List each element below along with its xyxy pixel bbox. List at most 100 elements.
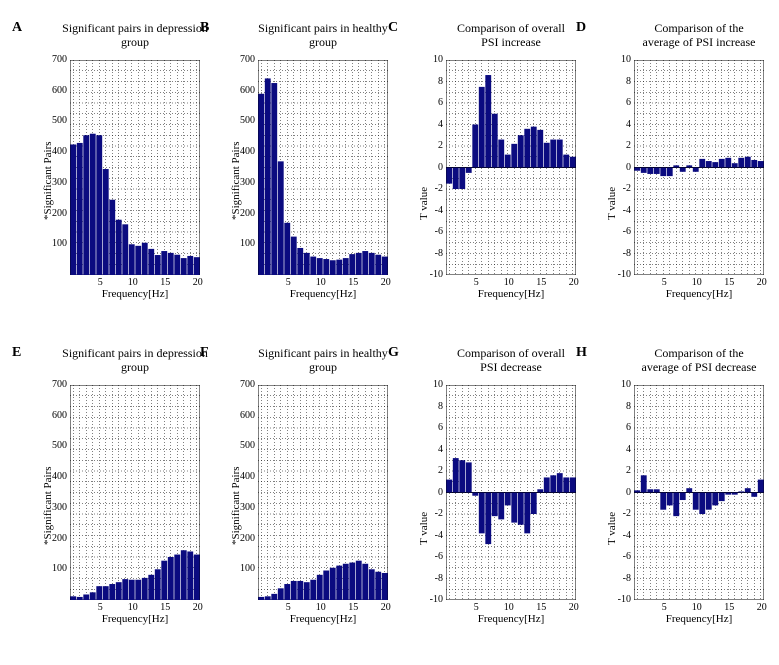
ytick: -10 (618, 594, 631, 605)
xlabel-d: Frequency[Hz] (634, 288, 764, 300)
panel-title-e: Significant pairs in depressiongroup (60, 347, 210, 375)
panel-title-b: Significant pairs in healthygroup (248, 22, 398, 50)
ytick: 500 (52, 440, 67, 451)
ytick: -4 (435, 530, 443, 541)
xtick: 20 (565, 277, 583, 288)
ytick: 6 (438, 422, 443, 433)
ytick: 8 (438, 401, 443, 412)
plot-e (70, 385, 200, 600)
ytick: 8 (438, 76, 443, 87)
ytick: -4 (623, 205, 631, 216)
ylabel-h: T value (606, 512, 618, 545)
panel-title-c: Comparison of overallPSI increase (436, 22, 586, 50)
panel-label-a: A (12, 20, 22, 36)
xtick: 15 (156, 277, 174, 288)
xtick: 10 (500, 602, 518, 613)
ytick: 8 (626, 401, 631, 412)
panel-label-d: D (576, 20, 586, 36)
xlabel-b: Frequency[Hz] (258, 288, 388, 300)
ytick: 0 (626, 162, 631, 173)
ytick: 300 (240, 502, 255, 513)
plot-c (446, 60, 576, 275)
ytick: 0 (438, 162, 443, 173)
xtick: 5 (467, 277, 485, 288)
plot-g (446, 385, 576, 600)
ytick: 500 (52, 115, 67, 126)
ytick: 700 (240, 54, 255, 65)
panel-label-f: F (200, 345, 209, 361)
ytick: 6 (626, 97, 631, 108)
ytick: 200 (240, 533, 255, 544)
xtick: 10 (688, 602, 706, 613)
ytick: 500 (240, 440, 255, 451)
ytick: 8 (626, 76, 631, 87)
xtick: 20 (753, 602, 771, 613)
ytick: 600 (240, 85, 255, 96)
ytick: 10 (433, 54, 443, 65)
ytick: 4 (438, 119, 443, 130)
ytick: 200 (52, 533, 67, 544)
panel-label-e: E (12, 345, 21, 361)
ytick: 700 (52, 379, 67, 390)
xtick: 5 (655, 602, 673, 613)
ytick: 700 (240, 379, 255, 390)
xtick: 5 (279, 602, 297, 613)
xtick: 20 (377, 602, 395, 613)
plot-f (258, 385, 388, 600)
ytick: 100 (240, 563, 255, 574)
xtick: 20 (189, 277, 207, 288)
panel-title-f: Significant pairs in healthygroup (248, 347, 398, 375)
panel-title-g: Comparison of overallPSI decrease (436, 347, 586, 375)
xtick: 10 (312, 277, 330, 288)
xtick: 20 (189, 602, 207, 613)
ytick: 200 (240, 208, 255, 219)
ytick: -6 (623, 551, 631, 562)
xtick: 15 (344, 277, 362, 288)
xtick: 5 (91, 602, 109, 613)
panel-label-b: B (200, 20, 209, 36)
xtick: 15 (156, 602, 174, 613)
panel-label-h: H (576, 345, 587, 361)
panel-label-g: G (388, 345, 399, 361)
ylabel-c: T value (418, 187, 430, 220)
ytick: -2 (623, 508, 631, 519)
xtick: 5 (91, 277, 109, 288)
ylabel-d: T value (606, 187, 618, 220)
panel-label-c: C (388, 20, 398, 36)
xlabel-e: Frequency[Hz] (70, 613, 200, 625)
figure-root: { "grid_color":"#000000", "grid_dash":"1… (0, 0, 779, 665)
xtick: 15 (532, 277, 550, 288)
ytick: -4 (435, 205, 443, 216)
xtick: 15 (532, 602, 550, 613)
ytick: 600 (52, 85, 67, 96)
ytick: -6 (623, 226, 631, 237)
ytick: 300 (52, 177, 67, 188)
ytick: 400 (240, 471, 255, 482)
xlabel-f: Frequency[Hz] (258, 613, 388, 625)
xlabel-a: Frequency[Hz] (70, 288, 200, 300)
ytick: 100 (52, 563, 67, 574)
xtick: 10 (124, 602, 142, 613)
ytick: -10 (618, 269, 631, 280)
ytick: 4 (438, 444, 443, 455)
ytick: 4 (626, 444, 631, 455)
ytick: 10 (433, 379, 443, 390)
ytick: 6 (438, 97, 443, 108)
ytick: 2 (438, 140, 443, 151)
plot-h (634, 385, 764, 600)
ytick: 400 (52, 471, 67, 482)
ytick: 0 (438, 487, 443, 498)
ytick: 500 (240, 115, 255, 126)
ytick: -8 (623, 573, 631, 584)
ytick: 2 (626, 140, 631, 151)
xtick: 15 (720, 277, 738, 288)
ytick: 300 (240, 177, 255, 188)
panel-title-d: Comparison of theaverage of PSI increase (624, 22, 774, 50)
ytick: -2 (623, 183, 631, 194)
xtick: 5 (655, 277, 673, 288)
ytick: -4 (623, 530, 631, 541)
xtick: 10 (500, 277, 518, 288)
xtick: 10 (124, 277, 142, 288)
ytick: 400 (52, 146, 67, 157)
xtick: 15 (720, 602, 738, 613)
